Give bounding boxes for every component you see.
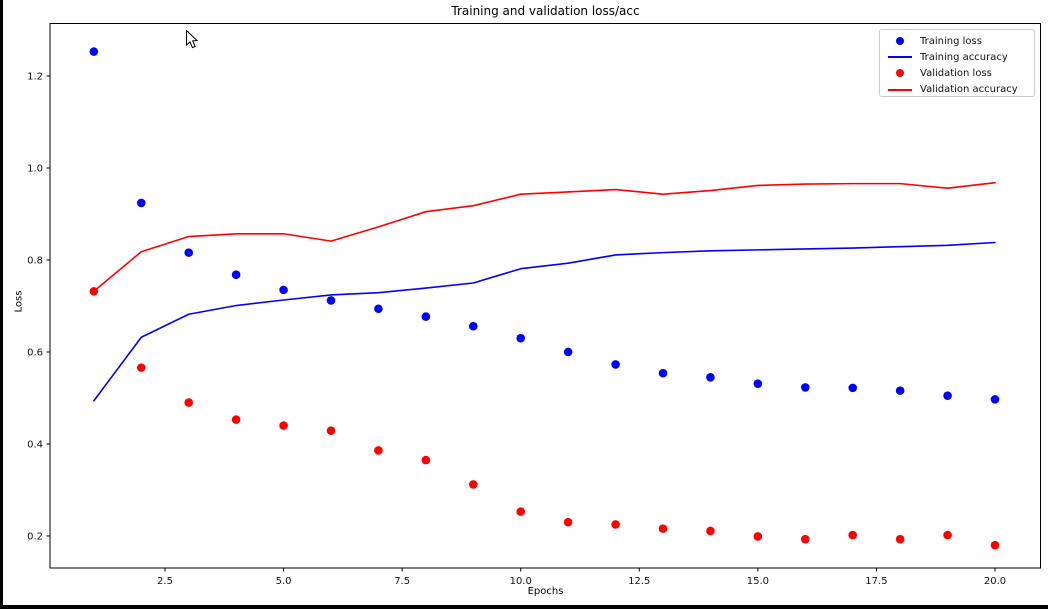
x-axis-label: Epochs: [527, 586, 564, 597]
data-point-validation-loss: [943, 530, 952, 540]
data-point-training-loss: [990, 395, 1000, 404]
data-point-training-loss: [516, 333, 526, 343]
x-tick-label: 17.5: [865, 576, 887, 587]
data-point-training-loss: [279, 285, 288, 295]
data-point-validation-loss: [895, 534, 905, 544]
legend-row: Training accuracy: [880, 49, 1034, 65]
legend-label: Validation loss: [920, 67, 992, 79]
legend-label: Training accuracy: [920, 51, 1008, 63]
y-tick-label: 1.0: [27, 163, 43, 174]
x-tick-label: 20.0: [984, 576, 1006, 587]
legend-row: Validation accuracy: [880, 82, 1034, 98]
data-point-training-loss: [563, 347, 573, 357]
x-tick-label: 10.0: [510, 576, 532, 587]
data-point-training-loss: [326, 296, 336, 305]
data-point-validation-loss: [279, 421, 288, 430]
axes-frame: [49, 23, 1041, 569]
data-point-training-loss: [706, 372, 715, 382]
data-point-training-loss: [943, 391, 952, 400]
x-tick-label: 7.5: [394, 576, 410, 587]
data-point-validation-loss: [706, 526, 715, 536]
data-point-training-loss: [231, 270, 241, 280]
legend-dot-marker-icon: [896, 37, 904, 46]
data-point-validation-loss: [184, 398, 194, 407]
data-point-training-loss: [658, 368, 668, 378]
data-point-validation-loss: [990, 540, 1000, 550]
y-tick-label: 0.8: [27, 255, 43, 266]
data-point-training-loss: [753, 379, 763, 389]
data-point-validation-loss: [231, 415, 241, 424]
data-point-training-loss: [895, 386, 905, 395]
legend-row: Validation loss: [880, 65, 1034, 81]
y-tick-label: 1.2: [27, 71, 43, 82]
data-point-validation-loss: [658, 524, 668, 533]
data-point-validation-loss: [516, 507, 526, 516]
y-axis-label: Loss: [13, 290, 25, 313]
data-point-validation-loss: [421, 455, 431, 465]
data-point-training-loss: [374, 304, 383, 314]
data-point-validation-loss: [326, 426, 336, 435]
x-tick-label: 2.5: [157, 576, 173, 587]
legend: Training loss Training accuracy Validati…: [879, 29, 1035, 97]
data-point-validation-loss: [800, 534, 810, 544]
data-point-validation-loss: [611, 520, 620, 529]
series-line-training-accuracy: [93, 241, 996, 402]
y-tick-label: 0.6: [27, 347, 43, 358]
data-point-training-loss: [848, 383, 858, 393]
data-point-training-loss: [800, 383, 810, 392]
mouse-cursor-icon: [186, 30, 199, 49]
plot-area: 2.5 5.0 7.5 10.0 12.5 15.0 17.5 20.0 0.2 0.4 0.6 0.…: [27, 23, 1041, 587]
data-point-validation-loss: [563, 517, 573, 527]
legend-label: Validation accuracy: [920, 84, 1018, 96]
matplotlib-figure: 2.5 5.0 7.5 10.0 12.5 15.0 17.5 20.0 0.2 0.4 0.6 0.…: [3, 0, 1048, 605]
x-tick-label: 5.0: [276, 576, 292, 587]
y-tick-label: 0.2: [27, 531, 43, 542]
x-tick-label: 12.5: [628, 576, 650, 587]
x-tick-label: 15.0: [747, 576, 769, 587]
data-point-training-loss: [136, 198, 146, 208]
data-point-training-loss: [184, 248, 194, 257]
legend-dot-marker-icon: [896, 69, 904, 78]
data-point-validation-loss: [753, 532, 763, 541]
data-point-training-loss: [421, 312, 431, 321]
data-point-validation-loss: [374, 446, 383, 455]
chart-title: Training and validation loss/acc: [451, 4, 640, 18]
data-point-validation-loss: [468, 480, 478, 489]
data-point-validation-loss: [848, 530, 858, 540]
legend-line-marker-icon: [888, 56, 912, 59]
y-tick-label: 0.4: [27, 439, 43, 450]
data-point-training-loss: [468, 321, 478, 331]
data-point-validation-loss: [89, 286, 99, 296]
data-point-validation-loss: [136, 363, 146, 372]
series-line-validation-accuracy: [93, 181, 996, 293]
legend-row: Training loss: [880, 33, 1034, 49]
data-point-training-loss: [611, 360, 620, 369]
data-point-training-loss: [89, 47, 99, 56]
legend-label: Training loss: [920, 35, 982, 47]
legend-line-marker-icon: [888, 88, 912, 91]
